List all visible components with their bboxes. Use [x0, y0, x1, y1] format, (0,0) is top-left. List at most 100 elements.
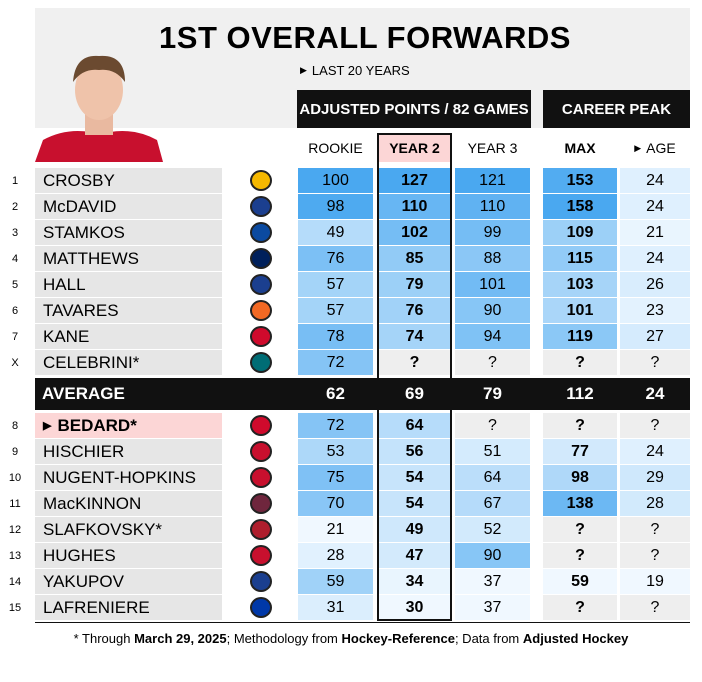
player-name: NUGENT-HOPKINS	[35, 465, 222, 490]
rank: 1	[11, 174, 19, 187]
player-name: HUGHES	[35, 543, 222, 568]
rank: 9	[11, 445, 19, 458]
stat-cell: 100	[298, 168, 373, 193]
player-name-text: MacKINNON	[43, 493, 142, 513]
column-header-text: AGE	[646, 140, 676, 156]
title: 1ST OVERALL FORWARDS	[159, 20, 571, 55]
player-name-text: HISCHIER	[43, 441, 125, 461]
year2-outline	[377, 133, 452, 621]
stat-cell: 21	[620, 220, 690, 245]
stat-cell: 158	[543, 194, 617, 219]
player-name: CROSBY	[35, 168, 222, 193]
stat-cell: 24	[620, 246, 690, 271]
team-logo	[250, 571, 272, 592]
stat-cell: 59	[543, 569, 617, 594]
player-name-text: McDAVID	[43, 196, 117, 216]
stat-cell: 64	[455, 465, 530, 490]
column-header: YEAR 2	[378, 134, 451, 162]
stat-cell: 74	[378, 324, 451, 349]
stat-cell: 90	[455, 543, 530, 568]
stat-cell: 30	[378, 595, 451, 620]
stat-cell: ?	[455, 350, 530, 375]
stat-cell: 85	[378, 246, 451, 271]
footnote: * Through March 29, 2025; Methodology fr…	[0, 628, 702, 648]
stat-cell: 98	[543, 465, 617, 490]
stat-cell: 78	[298, 324, 373, 349]
stat-cell: 79	[378, 272, 451, 297]
average-label: AVERAGE	[42, 384, 125, 403]
rank: 10	[8, 471, 22, 484]
rank: 15	[8, 601, 22, 614]
stat-cell: 24	[620, 168, 690, 193]
rank: 11	[9, 497, 21, 510]
column-header-text: YEAR 2	[389, 140, 440, 156]
rank: 8	[11, 419, 19, 432]
footnote-part: Hockey-Reference	[341, 630, 455, 646]
player-name-text: CROSBY	[43, 170, 115, 190]
stat-cell: 109	[543, 220, 617, 245]
stat-cell: 29	[620, 465, 690, 490]
footnote-part: ; Data from	[454, 630, 523, 646]
team-logo	[250, 493, 272, 514]
stat-cell: 54	[378, 465, 451, 490]
stat-cell: 47	[378, 543, 451, 568]
stat-cell: 27	[620, 324, 690, 349]
team-logo	[250, 222, 272, 243]
player-name-text: TAVARES	[43, 300, 119, 320]
stat-cell: 72	[298, 350, 373, 375]
group-header: ADJUSTED POINTS / 82 GAMES	[297, 90, 531, 128]
stat-cell: ?	[620, 517, 690, 542]
rank: 5	[11, 278, 19, 291]
stat-cell: ?	[620, 413, 690, 438]
stat-cell: 37	[455, 595, 530, 620]
subtitle-text: LAST 20 YEARS	[311, 62, 410, 78]
player-name-text: MATTHEWS	[43, 248, 140, 268]
stat-cell: 28	[298, 543, 373, 568]
stat-cell: 67	[455, 491, 530, 516]
stat-cell: 90	[455, 298, 530, 323]
stat-cell: 121	[455, 168, 530, 193]
stat-cell: 57	[298, 298, 373, 323]
stat-cell: 76	[378, 298, 451, 323]
stat-cell: 119	[543, 324, 617, 349]
group-header: CAREER PEAK	[543, 90, 690, 128]
team-logo	[250, 441, 272, 462]
average-bg	[35, 378, 690, 410]
player-name: LAFRENIERE	[35, 595, 222, 620]
player-name: KANE	[35, 324, 222, 349]
stat-cell: ?	[543, 517, 617, 542]
player-name-text: HUGHES	[43, 545, 116, 565]
stat-cell: 23	[620, 298, 690, 323]
stat-cell: 59	[298, 569, 373, 594]
player-name: HALL	[35, 272, 222, 297]
footnote-part: * Through	[73, 630, 135, 646]
footnote-part: Adjusted Hockey	[522, 630, 629, 646]
stat-cell: 34	[378, 569, 451, 594]
player-name-text: NUGENT-HOPKINS	[43, 467, 197, 487]
stat-cell: 52	[455, 517, 530, 542]
rank: X	[11, 356, 19, 369]
stat-cell: 102	[378, 220, 451, 245]
team-logo	[250, 248, 272, 269]
stat-cell: 94	[455, 324, 530, 349]
stat-cell: 49	[378, 517, 451, 542]
average-value: 62	[326, 384, 345, 403]
player-name: MATTHEWS	[35, 246, 222, 271]
stat-cell: 37	[455, 569, 530, 594]
stat-cell: 24	[620, 439, 690, 464]
team-logo	[250, 352, 272, 373]
player-name-text: SLAFKOVSKY*	[43, 519, 163, 539]
team-logo	[250, 597, 272, 618]
player-name-text: HALL	[43, 274, 86, 294]
team-logo	[250, 300, 272, 321]
player-name: CELEBRINI*	[35, 350, 222, 375]
stat-cell: ?	[543, 350, 617, 375]
stat-cell: 57	[298, 272, 373, 297]
stat-cell: 77	[543, 439, 617, 464]
stat-cell: 88	[455, 246, 530, 271]
footnote-part: March 29, 2025	[134, 630, 227, 646]
stat-cell: 70	[298, 491, 373, 516]
stat-cell: 31	[298, 595, 373, 620]
footnote-rule	[35, 622, 690, 623]
